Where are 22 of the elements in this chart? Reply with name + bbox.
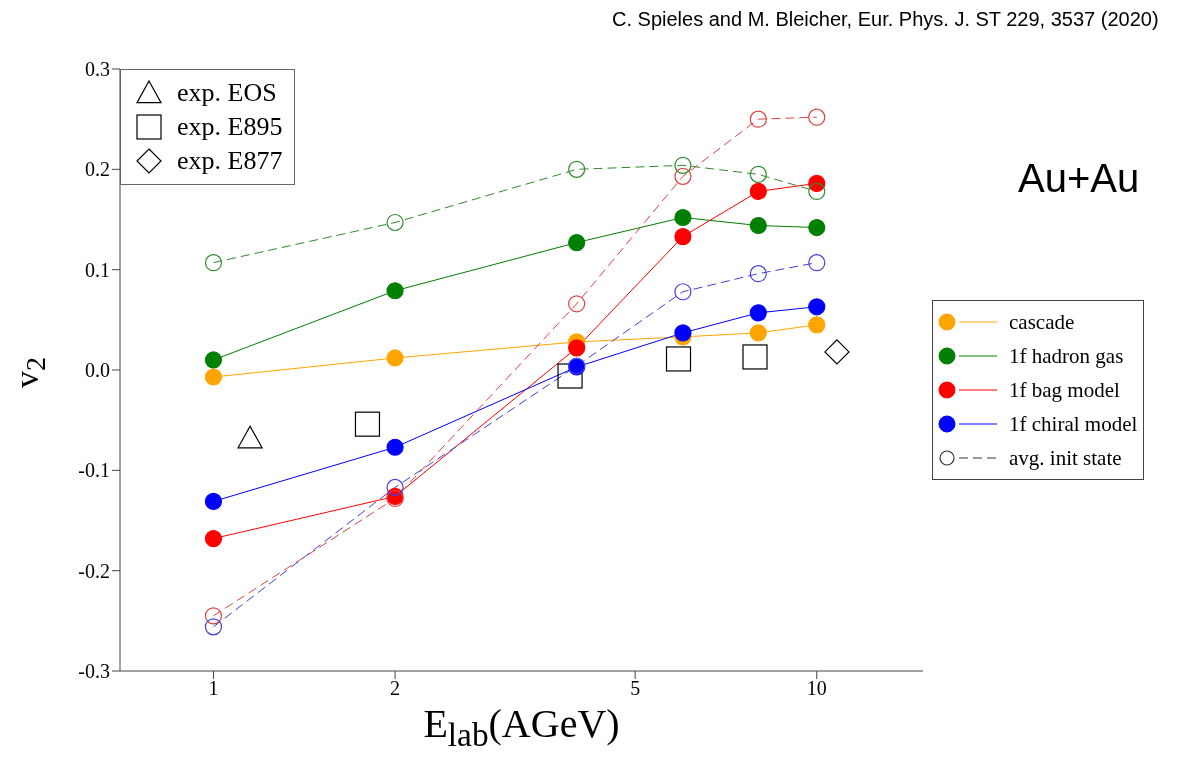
legend-label: 1f hadron gas bbox=[1009, 343, 1124, 369]
y-tick-label: 0.0 bbox=[85, 359, 110, 382]
x-tick-label: 5 bbox=[630, 677, 641, 700]
legend-label: cascade bbox=[1009, 309, 1075, 335]
x-axis-title: E$_{lab}$(AGeV) bbox=[423, 701, 620, 753]
text: avg. init state bbox=[1009, 445, 1122, 471]
x-tick-label: 1 bbox=[208, 677, 219, 700]
text: Au+Au bbox=[1018, 156, 1140, 201]
x-tick-label: 10 bbox=[806, 677, 827, 700]
y-tick-label: -0.2 bbox=[78, 559, 110, 582]
y-tick-label: -0.3 bbox=[78, 660, 110, 683]
legend-label: exp. EOS bbox=[177, 78, 277, 108]
x-tick-label: 2 bbox=[390, 677, 401, 700]
y-tick-label: 0.3 bbox=[85, 58, 110, 81]
legend-label: exp. E895 bbox=[177, 112, 283, 142]
y-tick-label: 0.2 bbox=[85, 158, 110, 181]
legend-label: 1f chiral model bbox=[1009, 411, 1138, 437]
legend-label: 1f bag model bbox=[1009, 377, 1120, 403]
text: C. Spieles and M. Bleicher, Eur. Phys. J. ST 229, 3537 (2020) bbox=[612, 8, 1160, 30]
legend-label: exp. E877 bbox=[177, 146, 283, 176]
y-tick-label: -0.1 bbox=[78, 459, 110, 482]
y-tick-label: 0.1 bbox=[85, 258, 110, 281]
